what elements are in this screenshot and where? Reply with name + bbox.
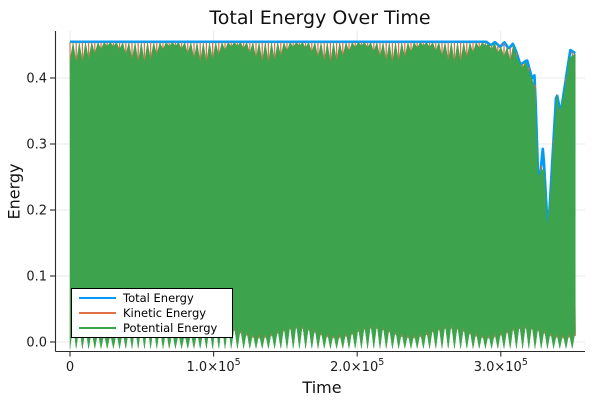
axes — [50, 31, 585, 357]
potential-energy-line-swatch — [79, 327, 116, 329]
x-tick-label: 2.0×105 — [330, 357, 384, 375]
y-tick-label: 0.3 — [26, 138, 47, 153]
legend-label-potential: Potential Energy — [123, 321, 218, 335]
legend-label-total: Total Energy — [123, 291, 194, 305]
x-tick-label: 1.0×105 — [187, 357, 241, 375]
x-tick-label: 0 — [66, 360, 74, 375]
x-tick-label: 3.0×105 — [474, 357, 528, 375]
legend-label-kinetic: Kinetic Energy — [123, 306, 207, 320]
potential-energy-area — [69, 41, 576, 349]
y-tick-label: 0.4 — [26, 72, 47, 87]
total-energy-line — [69, 40, 576, 229]
x-axis-label: Time — [302, 378, 342, 397]
y-tick-label: 0.1 — [26, 270, 47, 285]
legend-row-total: Total Energy — [79, 291, 232, 305]
y-axis-label: Energy — [4, 163, 24, 220]
chart-title: Total Energy Over Time — [209, 7, 431, 29]
kinetic-energy-line-swatch — [79, 312, 116, 314]
legend-row-kinetic: Kinetic Energy — [79, 306, 232, 320]
legend-row-potential: Potential Energy — [79, 321, 232, 335]
y-tick-label: 0.2 — [26, 204, 47, 219]
total-energy-line-swatch — [79, 297, 116, 299]
y-tick-label: 0.0 — [26, 336, 47, 351]
legend: Total Energy Kinetic Energy Potential En… — [71, 288, 233, 338]
